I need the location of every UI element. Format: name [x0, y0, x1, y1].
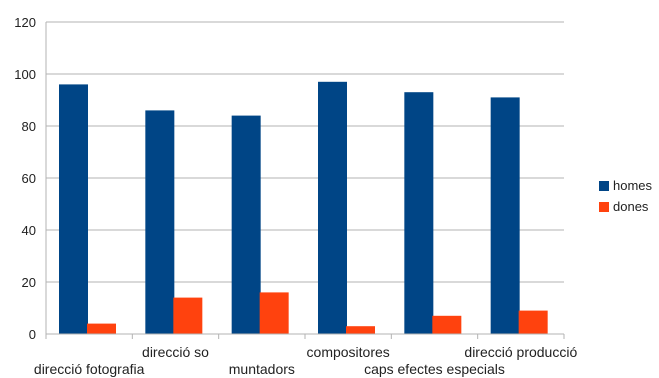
legend-swatch-dones — [599, 202, 609, 212]
bar-dones — [173, 297, 203, 334]
bars — [59, 81, 548, 335]
y-tick-label: 0 — [29, 327, 36, 342]
bar-dones — [432, 315, 462, 334]
bar-dones — [87, 323, 116, 334]
x-category-label: muntadors — [229, 361, 295, 377]
bar-homes — [59, 84, 88, 335]
y-tick-label: 80 — [22, 119, 36, 134]
bar-homes — [231, 115, 261, 334]
x-category-label: direcció fotografia — [34, 361, 145, 377]
legend-label-homes: homes — [613, 178, 653, 193]
bar-homes — [404, 92, 434, 334]
bar-dones — [518, 310, 548, 334]
x-category-label: direcció producció — [464, 344, 577, 360]
axes — [45, 22, 565, 339]
bar-homes — [145, 110, 175, 335]
y-tick-label: 100 — [14, 67, 36, 82]
grid — [46, 21, 564, 283]
y-tick-label: 40 — [22, 223, 36, 238]
legend-label-dones: dones — [613, 199, 649, 214]
y-axis-ticks: 0 20 40 60 80 100 120 — [14, 15, 36, 342]
bar-homes — [318, 81, 347, 334]
x-category-label: compositores — [307, 344, 390, 360]
legend: homes dones — [599, 178, 653, 214]
x-category-label: direcció so — [142, 344, 209, 360]
y-tick-label: 120 — [14, 15, 36, 30]
legend-swatch-homes — [599, 181, 609, 191]
x-category-label: caps efectes especials — [364, 361, 505, 377]
y-tick-label: 20 — [22, 275, 36, 290]
y-tick-label: 60 — [22, 171, 36, 186]
bar-homes — [490, 97, 520, 335]
bar-dones — [259, 292, 289, 334]
bar-dones — [346, 326, 375, 334]
